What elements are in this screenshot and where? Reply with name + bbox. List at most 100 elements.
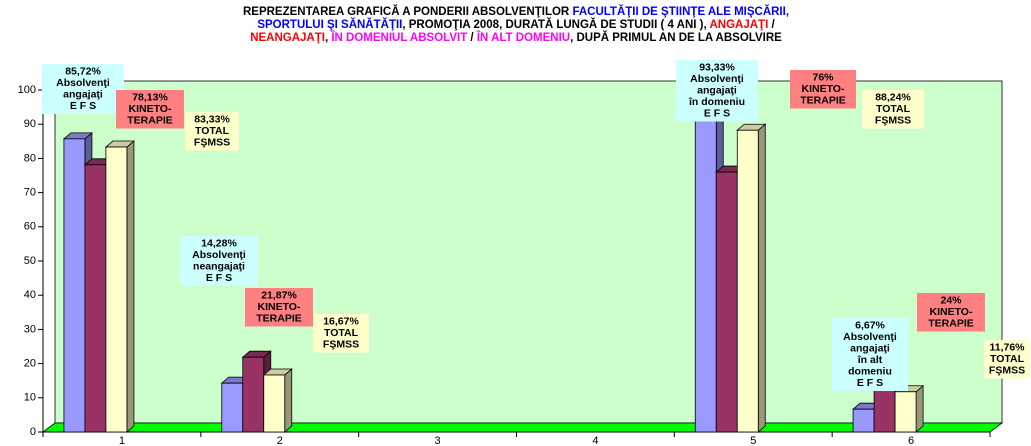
label-line: Absolvenţi: [843, 331, 897, 343]
bar-side: [284, 368, 293, 433]
label-line: domeniu: [848, 366, 892, 378]
label-line: FŞMSS: [194, 137, 230, 149]
value-label: 14,28%: [201, 238, 237, 250]
bar: [894, 391, 917, 433]
value-label: 6,67%: [855, 320, 885, 332]
bar: [852, 408, 875, 433]
label-box: [917, 293, 985, 332]
title-part: ÎN ALT DOMENIU: [476, 31, 570, 44]
label-line: KINETO-: [258, 301, 301, 313]
x-tick-label: 6: [908, 435, 914, 446]
label-line: KINETO-: [129, 103, 172, 115]
label-line: angajaţi: [697, 85, 737, 97]
value-label: 88,24%: [875, 92, 911, 104]
label-box: [790, 70, 856, 109]
title-part: ,: [325, 32, 331, 44]
value-label: 21,87%: [261, 290, 297, 302]
x-tick-label: 5: [750, 435, 756, 446]
label-line: angajaţi: [63, 89, 103, 101]
x-tick-label: 1: [119, 435, 125, 446]
y-tick-label: 0: [30, 426, 36, 438]
y-tick-label: 30: [24, 323, 36, 335]
title-part: /: [768, 19, 775, 31]
label-line: TERAPIE: [928, 318, 974, 330]
y-tick-label: 100: [18, 84, 36, 96]
bar-side: [757, 123, 766, 433]
value-label: 85,72%: [65, 66, 101, 78]
label-box: [313, 314, 369, 353]
label-line: Absolvenţi: [56, 77, 110, 89]
label-line: E F S: [857, 377, 883, 389]
bar: [736, 129, 759, 433]
value-label: 16,67%: [323, 316, 359, 328]
title-part: SPORTULUI ŞI SĂNĂTĂŢII: [257, 18, 402, 31]
value-label: 83,33%: [194, 114, 230, 126]
label-box: [245, 288, 313, 327]
label-line: în domeniu: [688, 96, 745, 108]
label-line: neangajaţi: [193, 261, 245, 273]
x-tick-label: 3: [435, 435, 441, 446]
label-line: TERAPIE: [800, 95, 846, 107]
bar: [694, 112, 717, 433]
y-tick-label: 90: [24, 118, 36, 130]
title-part: REPREZENTAREA GRAFICĂ A PONDERII ABSOLVE…: [243, 5, 572, 18]
label-line: angajaţi: [850, 343, 890, 355]
bar: [105, 146, 128, 433]
label-line: FŞMSS: [875, 115, 911, 127]
label-line: E F S: [70, 100, 96, 112]
title-part: ANGAJAŢI: [709, 19, 768, 31]
label-line: TERAPIE: [127, 115, 173, 127]
label-line: TERAPIE: [256, 313, 302, 325]
bar: [242, 356, 265, 433]
title-part: , PROMOŢIA 2008, DURATĂ LUNGĂ DE STUDII …: [402, 18, 709, 31]
y-tick-label: 50: [24, 255, 36, 267]
y-tick-label: 40: [24, 289, 36, 301]
bar: [715, 171, 738, 433]
label-box: [185, 112, 239, 151]
chart-title: NEANGAJAŢI, ÎN DOMENIUL ABSOLVIT / ÎN AL…: [250, 31, 782, 44]
label-line: KINETO-: [802, 83, 845, 95]
label-line: Absolvenţi: [690, 73, 744, 85]
y-tick-label: 80: [24, 152, 36, 164]
x-tick-label: 4: [592, 435, 598, 446]
value-label: 93,33%: [699, 62, 735, 74]
title-part: ÎN DOMENIUL ABSOLVIT: [330, 31, 467, 44]
label-line: TOTAL: [195, 125, 230, 137]
label-line: E F S: [206, 272, 232, 284]
value-label: 11,76%: [989, 342, 1025, 354]
label-line: TOTAL: [990, 353, 1025, 365]
y-tick-label: 20: [24, 358, 36, 370]
label-line: în alt: [857, 354, 883, 366]
title-part: , DUPĂ PRIMUL AN DE LA ABSOLVIRE: [570, 31, 782, 44]
title-part: FACULTĂŢII DE ŞTIINŢE ALE MIŞCĂRII,: [572, 5, 789, 18]
label-line: E F S: [704, 108, 730, 120]
bar-side: [126, 140, 135, 433]
chart-title: REPREZENTAREA GRAFICĂ A PONDERII ABSOLVE…: [243, 5, 789, 18]
bar: [221, 382, 244, 433]
label-box: [984, 340, 1030, 379]
bar: [263, 374, 286, 433]
title-part: NEANGAJAŢI: [250, 32, 325, 44]
chart-title: SPORTULUI ŞI SĂNĂTĂŢII, PROMOŢIA 2008, D…: [257, 18, 775, 31]
bar-side: [915, 384, 924, 433]
value-label: 24%: [940, 295, 962, 307]
label-box: [116, 90, 184, 129]
label-line: TOTAL: [876, 103, 911, 115]
label-box: [180, 236, 258, 286]
label-line: Absolvenţi: [192, 249, 246, 261]
y-tick-label: 60: [24, 221, 36, 233]
label-line: KINETO-: [930, 306, 973, 318]
label-line: FŞMSS: [323, 339, 359, 351]
label-box: [862, 90, 924, 129]
label-box: [42, 64, 124, 114]
value-label: 76%: [812, 72, 834, 84]
x-tick-label: 2: [277, 435, 283, 446]
value-label: 78,13%: [132, 92, 168, 104]
label-line: TOTAL: [324, 327, 359, 339]
label-box: [676, 60, 758, 122]
label-box: [832, 318, 908, 391]
title-part: /: [467, 32, 477, 44]
bar: [63, 138, 86, 433]
label-line: FŞMSS: [989, 365, 1025, 377]
